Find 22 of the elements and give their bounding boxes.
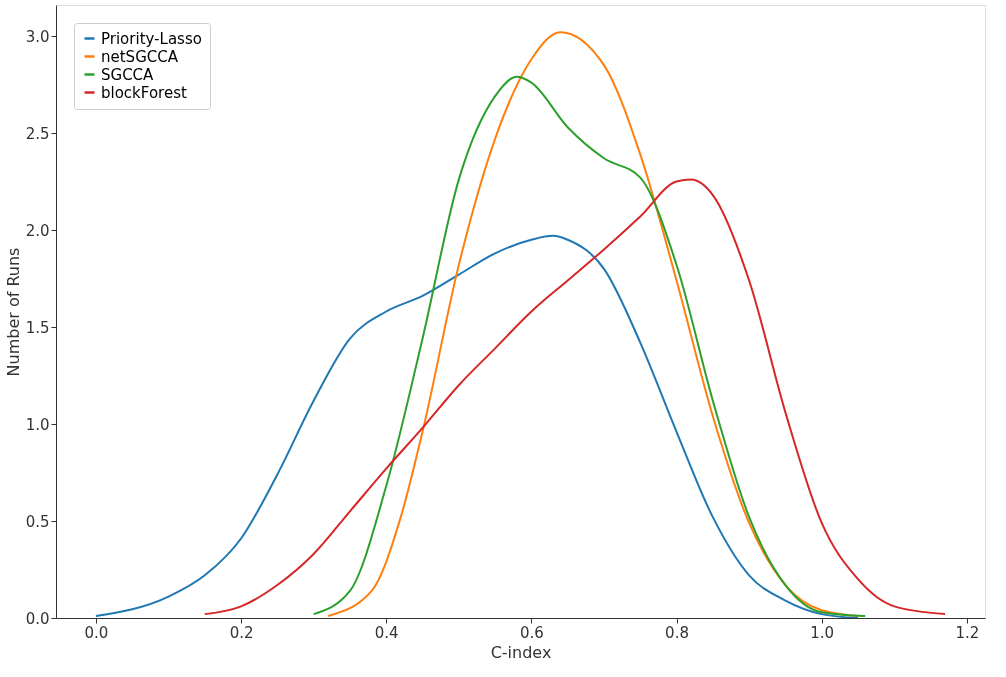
- line-series: [94, 234, 859, 618]
- y-tick-label: 0.0: [25, 609, 50, 628]
- legend-label: netSGCCA: [101, 47, 179, 66]
- x-tick-label: 1.0: [810, 623, 835, 642]
- y-tick-label: 1.5: [25, 318, 50, 337]
- y-tick-label: 2.0: [25, 221, 50, 240]
- x-tick-label: 0.2: [229, 623, 254, 642]
- legend-label: SGCCA: [101, 65, 155, 84]
- y-tick-label: 3.0: [25, 27, 50, 46]
- y-tick-label: 0.5: [25, 512, 50, 531]
- line-series: [203, 178, 947, 616]
- x-tick-label: 0.6: [519, 623, 544, 642]
- x-tick-label: 0.4: [374, 623, 399, 642]
- y-tick-label: 1.0: [25, 415, 50, 434]
- x-axis-title: C-index: [490, 642, 552, 662]
- legend-label: blockForest: [101, 83, 187, 102]
- y-axis-title: Number of Runs: [3, 247, 23, 377]
- x-tick-label: 1.2: [955, 623, 980, 642]
- x-tick-label: 0.0: [84, 623, 109, 642]
- x-tick-label: 0.8: [665, 623, 689, 642]
- legend-label: Priority-Lasso: [101, 29, 202, 48]
- y-tick-label: 2.5: [25, 124, 50, 143]
